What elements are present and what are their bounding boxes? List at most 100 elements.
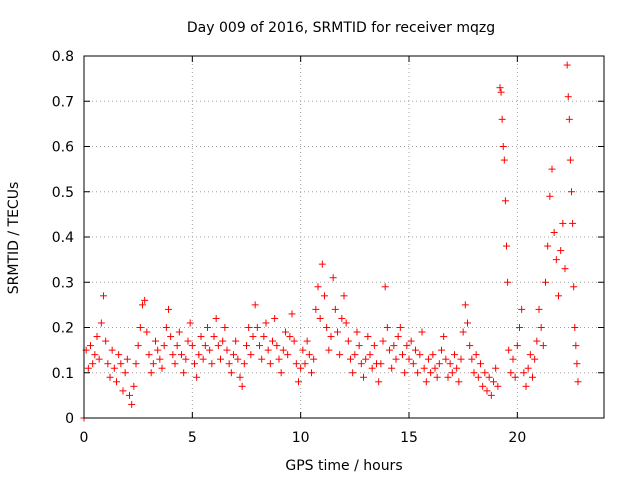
data-point xyxy=(503,242,510,250)
data-point xyxy=(167,333,175,341)
data-point xyxy=(364,333,372,341)
data-point xyxy=(446,360,454,368)
data-point xyxy=(470,369,478,377)
data-point xyxy=(390,342,398,350)
data-point xyxy=(351,351,359,359)
data-point xyxy=(212,314,220,322)
data-point xyxy=(455,378,463,386)
data-point xyxy=(552,256,560,264)
data-point xyxy=(342,319,350,327)
data-point xyxy=(316,314,324,322)
data-point xyxy=(314,283,322,291)
data-point xyxy=(269,337,276,345)
data-point xyxy=(563,61,571,69)
data-point xyxy=(271,314,279,322)
data-point xyxy=(117,360,125,368)
x-axis-label: GPS time / hours xyxy=(285,458,402,474)
data-point xyxy=(301,360,309,368)
data-point xyxy=(208,360,216,368)
data-point xyxy=(260,333,268,341)
data-point xyxy=(568,188,575,196)
data-point xyxy=(299,346,307,354)
data-point xyxy=(448,369,456,377)
data-point xyxy=(500,156,508,164)
data-point xyxy=(464,319,471,327)
data-point xyxy=(353,328,361,336)
data-point xyxy=(134,342,142,350)
data-point xyxy=(555,292,562,300)
data-point xyxy=(186,319,194,327)
data-point xyxy=(84,364,92,372)
data-point xyxy=(565,115,573,123)
data-point xyxy=(327,333,335,341)
data-point xyxy=(487,391,495,399)
data-point xyxy=(425,355,432,363)
data-point xyxy=(550,228,558,236)
data-point xyxy=(282,328,289,336)
data-point xyxy=(110,364,118,372)
data-point xyxy=(494,382,502,390)
data-point xyxy=(497,88,505,96)
data-point xyxy=(504,278,512,286)
data-point xyxy=(509,355,517,363)
data-point xyxy=(466,342,474,350)
data-point xyxy=(559,219,567,227)
data-point xyxy=(243,342,250,350)
data-point xyxy=(230,351,237,359)
data-point xyxy=(572,342,580,350)
data-point xyxy=(516,324,523,331)
data-point xyxy=(162,324,170,331)
data-point xyxy=(542,278,549,286)
data-point xyxy=(223,346,231,354)
data-point xyxy=(379,337,387,345)
data-point xyxy=(251,301,259,309)
data-point xyxy=(152,337,159,345)
y-tick-label: 0 xyxy=(65,411,74,427)
data-point xyxy=(442,355,450,363)
data-point xyxy=(366,351,374,359)
data-point xyxy=(221,324,229,331)
data-point xyxy=(303,337,311,345)
y-tick-label: 0.5 xyxy=(52,185,74,201)
data-point xyxy=(507,369,515,377)
data-point xyxy=(184,337,192,345)
data-point xyxy=(214,342,222,350)
data-point xyxy=(160,342,168,350)
data-point xyxy=(245,324,253,331)
data-point xyxy=(422,378,430,386)
data-point xyxy=(279,346,287,354)
data-point xyxy=(329,274,337,282)
data-point xyxy=(147,369,155,377)
data-point xyxy=(477,360,484,368)
data-point xyxy=(199,355,207,363)
data-point xyxy=(336,351,344,359)
data-point xyxy=(524,364,532,372)
data-point xyxy=(544,242,552,250)
data-point xyxy=(338,314,346,322)
x-tick-label: 0 xyxy=(80,430,89,446)
data-point xyxy=(399,351,406,359)
data-point xyxy=(91,351,99,359)
data-point xyxy=(312,305,320,313)
y-tick-label: 0.1 xyxy=(52,366,74,382)
data-point xyxy=(206,346,214,354)
x-tick-label: 15 xyxy=(400,430,418,446)
data-point xyxy=(89,360,97,368)
data-point xyxy=(321,292,328,300)
data-point xyxy=(115,351,123,359)
data-point xyxy=(370,342,378,350)
data-point xyxy=(240,360,248,368)
data-point xyxy=(277,369,285,377)
data-point xyxy=(182,355,190,363)
data-point xyxy=(297,364,305,372)
data-point xyxy=(119,387,127,395)
data-point xyxy=(128,400,136,408)
data-point xyxy=(381,283,389,291)
data-point xyxy=(195,351,203,359)
data-points xyxy=(80,61,582,422)
data-point xyxy=(468,355,476,363)
data-point xyxy=(438,346,445,354)
data-point xyxy=(561,265,569,273)
data-point xyxy=(570,283,578,291)
